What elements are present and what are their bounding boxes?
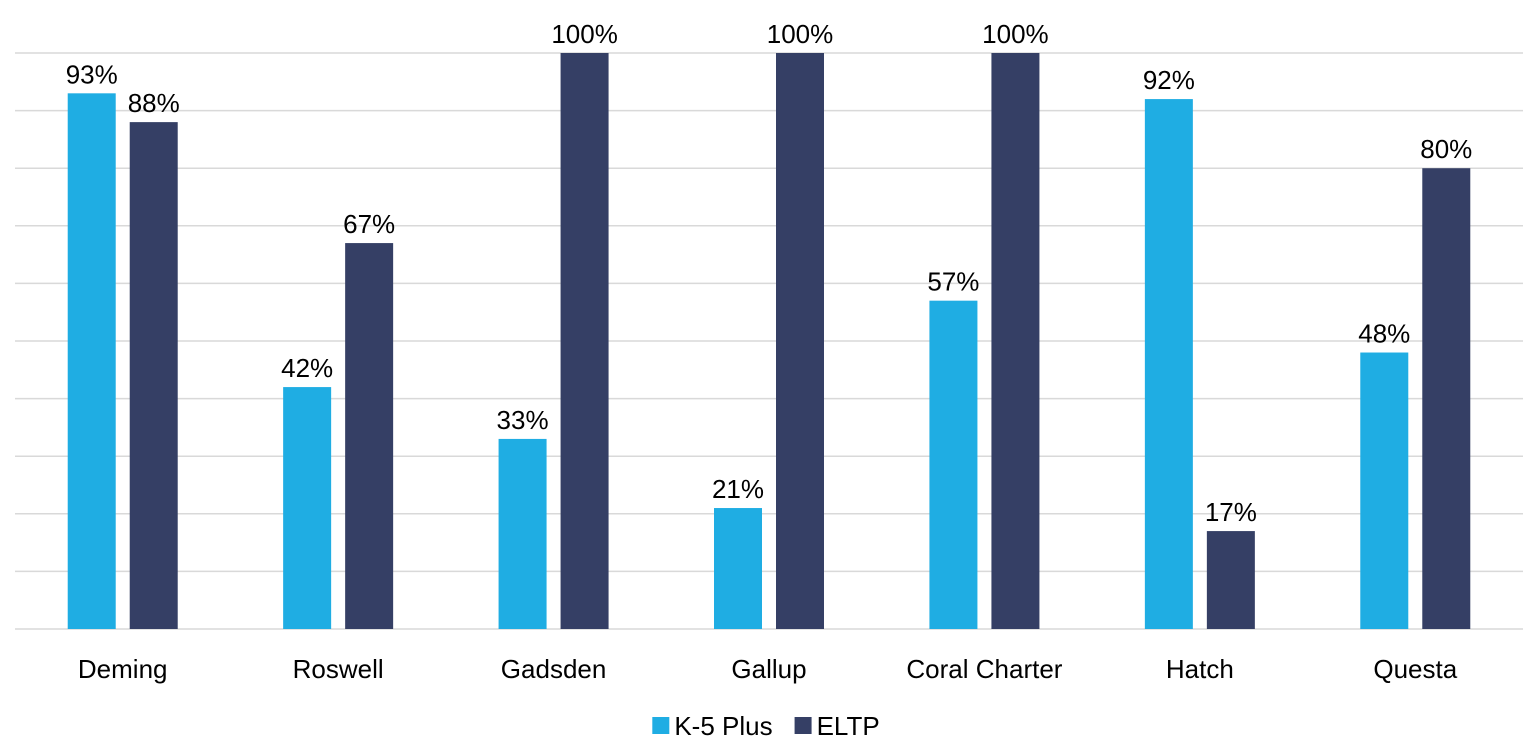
data-label: 92% (1143, 65, 1195, 95)
gridlines (15, 52, 1523, 630)
x-tick-label: Questa (1373, 654, 1457, 684)
data-label: 100% (767, 19, 834, 49)
x-tick-label: Deming (78, 654, 168, 684)
data-label: 67% (343, 209, 395, 239)
bar-k-5-plus-questa (1360, 352, 1409, 629)
legend-label: ELTP (817, 711, 880, 741)
data-labels: 93% 88% 42% 67% 33% 100% 21% 100% 57% 100% 92% 17% 4… (66, 19, 1473, 527)
bar-k-5-plus-deming (67, 93, 116, 629)
legend-swatch (794, 717, 812, 734)
data-label: 57% (927, 267, 979, 297)
bar-eltp-deming (129, 122, 178, 630)
x-axis: Deming Roswell Gadsden Gallup Coral Charter H… (78, 654, 1458, 684)
legend-swatch (652, 717, 670, 734)
data-label: 21% (712, 474, 764, 504)
legend: K-5 Plus ELTP (652, 711, 880, 741)
x-tick-label: Gadsden (501, 654, 607, 684)
bar-eltp-coral-charter (991, 53, 1040, 629)
bars (67, 53, 1471, 630)
bar-k-5-plus-gallup (714, 508, 762, 629)
bar-k-5-plus-hatch (1144, 99, 1193, 629)
data-label: 48% (1358, 319, 1410, 349)
x-tick-label: Hatch (1166, 654, 1234, 684)
data-label: 100% (551, 19, 618, 49)
data-label: 100% (982, 19, 1049, 49)
bar-k-5-plus-coral-charter (929, 300, 978, 629)
bar-eltp-gadsden (560, 53, 609, 629)
data-label: 93% (66, 59, 118, 89)
bar-eltp-gallup (776, 53, 824, 629)
data-label: 17% (1205, 497, 1257, 527)
data-label: 88% (128, 88, 180, 118)
x-tick-label: Gallup (731, 654, 806, 684)
bar-eltp-roswell (345, 243, 394, 629)
bar-eltp-questa (1422, 168, 1471, 629)
legend-label: K-5 Plus (674, 711, 772, 741)
data-label: 33% (497, 405, 549, 435)
data-label: 80% (1420, 134, 1472, 164)
data-label: 42% (281, 353, 333, 383)
bar-eltp-hatch (1206, 531, 1255, 629)
bar-k-5-plus-roswell (283, 387, 332, 629)
x-tick-label: Roswell (293, 654, 384, 684)
bar-k-5-plus-gadsden (498, 438, 547, 629)
x-tick-label: Coral Charter (906, 654, 1062, 684)
